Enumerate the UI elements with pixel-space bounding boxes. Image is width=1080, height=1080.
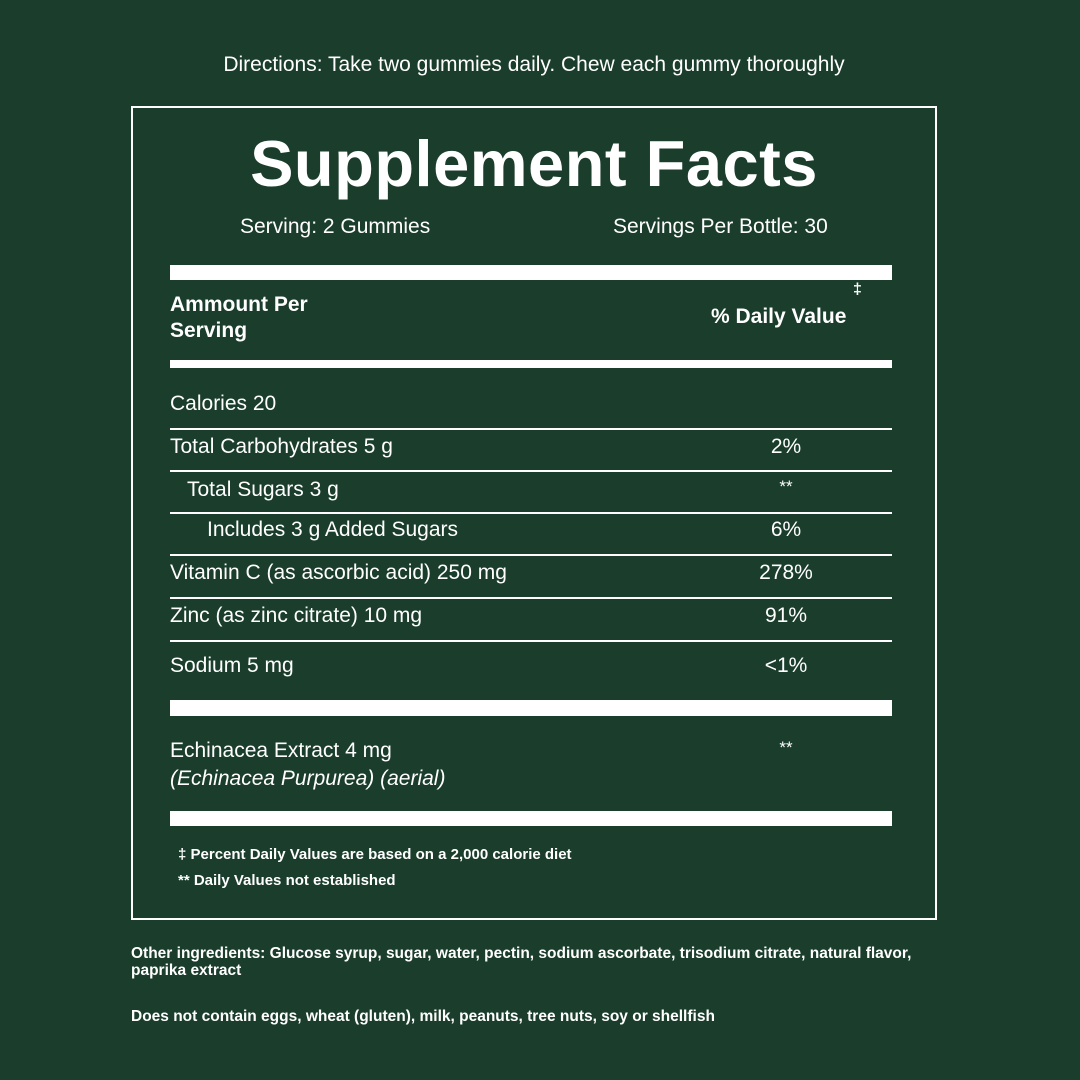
nutrient-row: Includes 3 g Added Sugars bbox=[207, 518, 459, 541]
allergen-statement: Does not contain eggs, wheat (gluten), m… bbox=[131, 1008, 715, 1025]
nutrient-row: Vitamin C (as ascorbic acid) 250 mg bbox=[170, 561, 507, 584]
dagger-symbol: ‡ bbox=[853, 281, 862, 298]
extract-row: Echinacea Extract 4 mg bbox=[170, 739, 392, 762]
directions: Directions: Take two gummies daily. Chew… bbox=[223, 53, 845, 76]
divider-thick bbox=[170, 811, 892, 826]
other-ingredients: Other ingredients: Glucose syrup, sugar,… bbox=[131, 945, 912, 979]
amount-header-line1: Ammount Per bbox=[170, 293, 308, 316]
daily-value: 6% bbox=[770, 518, 802, 541]
panel-title: Supplement Facts bbox=[250, 127, 818, 200]
row-divider bbox=[170, 554, 892, 556]
nutrient-row: Sodium 5 mg bbox=[170, 654, 294, 677]
serving-size: Serving: 2 Gummies bbox=[240, 215, 431, 238]
nutrient-row: Calories 20 bbox=[170, 392, 277, 415]
row-divider bbox=[170, 470, 892, 472]
daily-value: ** bbox=[779, 477, 793, 496]
nutrient-row: Total Sugars 3 g bbox=[187, 478, 339, 501]
row-divider bbox=[170, 512, 892, 514]
daily-value: 91% bbox=[764, 604, 808, 627]
footnote-daily-values: ‡ Percent Daily Values are based on a 2,… bbox=[178, 846, 572, 863]
divider-thick bbox=[170, 265, 892, 280]
supplement-facts-panel bbox=[131, 106, 937, 920]
daily-value: <1% bbox=[764, 654, 808, 677]
amount-header-line2: Serving bbox=[170, 319, 248, 342]
daily-value-header: % Daily Value bbox=[711, 305, 847, 328]
row-divider bbox=[170, 597, 892, 599]
row-divider bbox=[170, 640, 892, 642]
daily-value: 2% bbox=[770, 435, 802, 458]
divider-thick bbox=[170, 700, 892, 716]
nutrient-row: Zinc (as zinc citrate) 10 mg bbox=[170, 604, 423, 627]
footnote-not-established: ** Daily Values not established bbox=[178, 872, 396, 889]
amount-per-serving-header: Ammount Per Serving bbox=[170, 292, 308, 344]
daily-value: 278% bbox=[759, 561, 813, 584]
extract-source: (Echinacea Purpurea) (aerial) bbox=[170, 767, 446, 790]
row-divider bbox=[170, 428, 892, 430]
nutrient-row: Total Carbohydrates 5 g bbox=[170, 435, 393, 458]
divider-medium bbox=[170, 360, 892, 368]
daily-value: ** bbox=[779, 738, 793, 757]
servings-per-bottle: Servings Per Bottle: 30 bbox=[613, 215, 828, 238]
